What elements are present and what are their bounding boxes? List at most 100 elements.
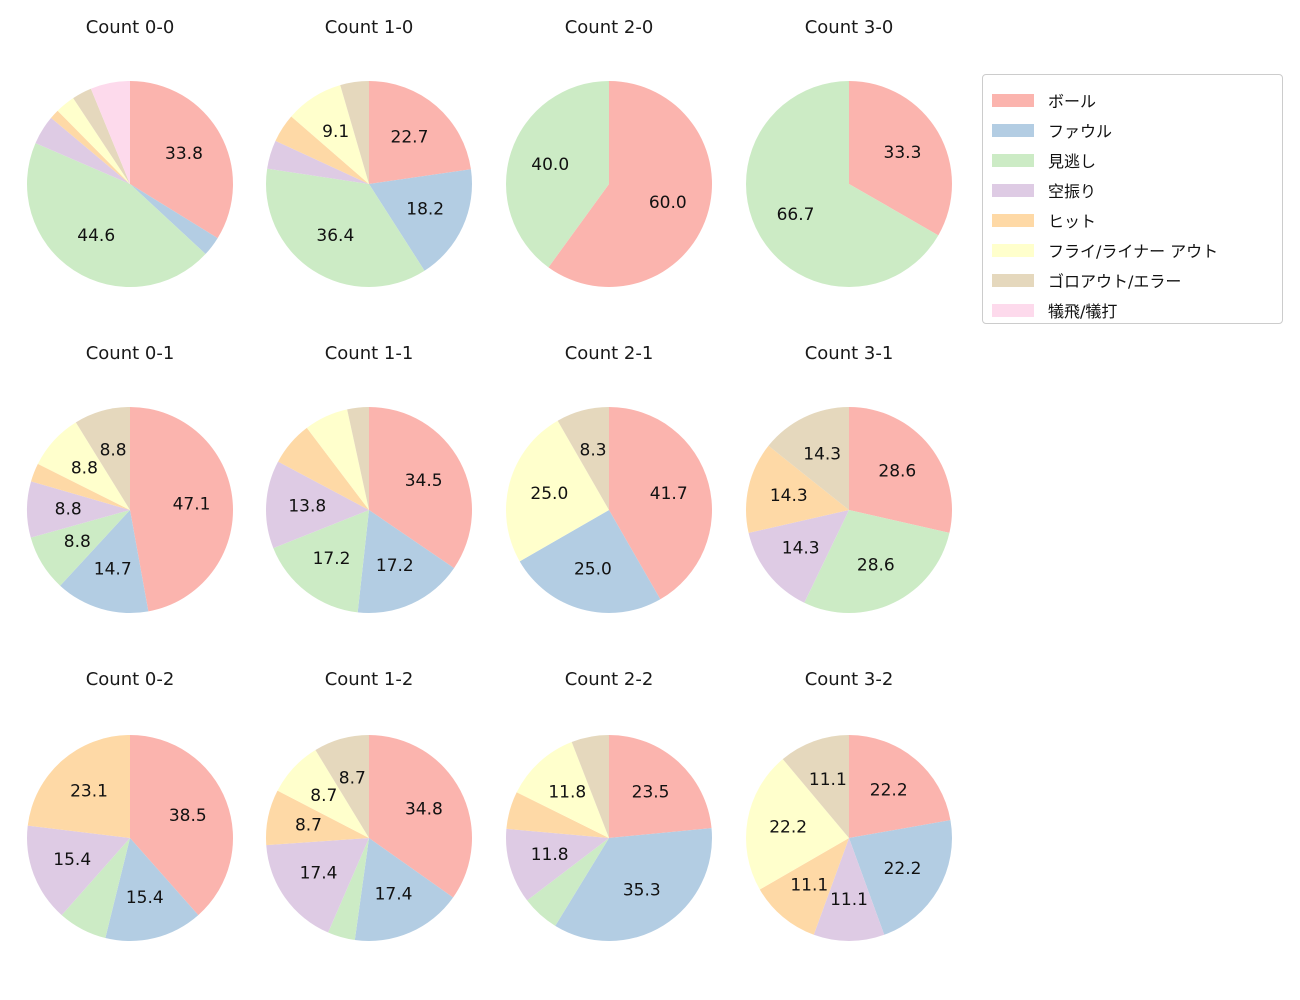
pct-label: 11.8 bbox=[548, 782, 586, 802]
pie-slice bbox=[357, 510, 455, 613]
pie-slice bbox=[277, 750, 369, 838]
pie-slice bbox=[266, 838, 369, 933]
pie-slice bbox=[516, 741, 609, 838]
pct-label: 8.7 bbox=[295, 815, 322, 835]
pie-slice bbox=[340, 81, 369, 184]
pct-label: 44.6 bbox=[77, 226, 115, 246]
pie-slice bbox=[849, 735, 951, 838]
legend-item: ボール bbox=[992, 85, 1276, 115]
pie-slice bbox=[849, 407, 952, 533]
legend-label: ファウル bbox=[1048, 122, 1113, 141]
pct-label: 13.8 bbox=[288, 497, 326, 517]
legend-item: 見逃し bbox=[992, 145, 1276, 175]
legend-item: ゴロアウト/エラー bbox=[992, 265, 1276, 295]
pie-chart-count-1-2: 34.817.417.48.78.78.7 bbox=[266, 735, 472, 941]
pie-chart-count-0-0: 33.8 44.6 bbox=[27, 81, 233, 287]
pct-label: 25.0 bbox=[574, 560, 612, 580]
pct-label: 25.0 bbox=[530, 484, 568, 504]
pct-label: 8.8 bbox=[55, 500, 82, 520]
pie-chart-count-2-0: 60.0 40.0 bbox=[506, 81, 712, 287]
chart-title-count-0-2: Count 0-2 bbox=[85, 669, 175, 690]
chart-title-count-2-0: Count 2-0 bbox=[564, 17, 654, 38]
pct-label: 8.8 bbox=[71, 458, 98, 478]
pct-label: 22.2 bbox=[870, 781, 908, 801]
legend-swatch-icon bbox=[992, 303, 1034, 317]
pct-label: 14.7 bbox=[94, 559, 132, 579]
pie-slice bbox=[26, 481, 130, 538]
pct-label: 60.0 bbox=[649, 193, 687, 213]
pie-slice bbox=[306, 409, 369, 510]
pie-slice bbox=[369, 81, 471, 184]
legend-swatch-icon bbox=[992, 213, 1034, 227]
chart-title-count-1-1: Count 1-1 bbox=[324, 343, 414, 364]
pie-slice bbox=[57, 98, 130, 184]
legend-label: 空振り bbox=[1048, 182, 1097, 201]
chart-title-count-3-0: Count 3-0 bbox=[804, 17, 894, 38]
pie-slice bbox=[782, 735, 849, 838]
pie-slice bbox=[315, 735, 369, 838]
pct-label: 22.2 bbox=[884, 859, 922, 879]
pie-slice bbox=[609, 407, 712, 600]
pie-slice bbox=[571, 735, 609, 838]
pie-slice bbox=[369, 735, 472, 898]
pie-chart-count-1-1: 34.5 17.2 17.2 13.8 bbox=[266, 407, 472, 613]
pie-slice bbox=[90, 81, 130, 184]
pie-slice bbox=[557, 407, 609, 510]
pie-slice bbox=[130, 184, 218, 255]
pie-slice bbox=[746, 81, 939, 287]
pct-label: 28.6 bbox=[878, 461, 916, 481]
pct-label: 40.0 bbox=[531, 155, 569, 175]
pie-slice bbox=[519, 510, 661, 613]
pct-label: 9.1 bbox=[322, 122, 349, 142]
legend-label: ヒット bbox=[1048, 212, 1097, 231]
legend-swatch-icon bbox=[992, 93, 1034, 107]
pie-chart-count-0-1: 47.114.78.88.88.88.8 bbox=[26, 407, 233, 613]
pie-slice bbox=[849, 81, 952, 236]
pct-label: 11.1 bbox=[790, 875, 828, 895]
pie-slice bbox=[748, 510, 849, 603]
pie-slice bbox=[548, 81, 712, 287]
pct-label: 17.4 bbox=[300, 864, 338, 884]
chart-title-count-1-0: Count 1-0 bbox=[324, 17, 414, 38]
pie-slice bbox=[759, 838, 849, 935]
pct-label: 28.6 bbox=[857, 556, 895, 576]
pct-label: 33.3 bbox=[884, 143, 922, 163]
pct-label: 18.2 bbox=[406, 200, 444, 220]
legend-swatch-icon bbox=[992, 153, 1034, 167]
pct-label: 34.5 bbox=[405, 471, 443, 491]
pie-slice bbox=[527, 838, 609, 926]
pie-slice bbox=[746, 445, 849, 533]
pie-slice bbox=[61, 838, 131, 939]
legend-label: フライ/ライナー アウト bbox=[1048, 242, 1219, 261]
pie-slice bbox=[27, 143, 206, 287]
pct-label: 22.7 bbox=[391, 127, 429, 147]
pie-slice bbox=[130, 81, 233, 239]
pie-chart-count-3-1: 28.6 28.6 14.3 14.3 14.3 bbox=[746, 407, 952, 613]
pie-slice bbox=[369, 407, 472, 569]
pie-slice bbox=[278, 427, 369, 510]
legend-item: ヒット bbox=[992, 205, 1276, 235]
pie-slice bbox=[60, 510, 149, 613]
pct-label: 47.1 bbox=[173, 494, 211, 514]
pie-slice bbox=[35, 117, 130, 184]
pct-label: 11.1 bbox=[830, 890, 868, 910]
legend-item: 犠飛/犠打 bbox=[992, 295, 1276, 325]
legend-swatch-icon bbox=[992, 183, 1034, 197]
legend-swatch-icon bbox=[992, 243, 1034, 257]
pct-label: 17.2 bbox=[313, 549, 351, 569]
pie-slice bbox=[506, 420, 609, 562]
pct-label: 14.3 bbox=[770, 486, 808, 506]
pct-label: 34.8 bbox=[405, 800, 443, 820]
pie-slice bbox=[266, 790, 369, 846]
pie-slice bbox=[506, 828, 609, 901]
pie-slice bbox=[609, 735, 712, 838]
pct-label: 17.2 bbox=[376, 556, 414, 576]
chart-title-count-3-2: Count 3-2 bbox=[804, 669, 894, 690]
pie-slice bbox=[73, 88, 130, 184]
pct-label: 41.7 bbox=[650, 484, 688, 504]
chart-title-count-3-1: Count 3-1 bbox=[804, 343, 894, 364]
pct-label: 35.3 bbox=[623, 880, 661, 900]
pie-slice bbox=[51, 110, 130, 184]
legend-box: ボールファウル見逃し空振りヒットフライ/ライナー アウトゴロアウト/エラー 犠飛/… bbox=[982, 74, 1283, 324]
